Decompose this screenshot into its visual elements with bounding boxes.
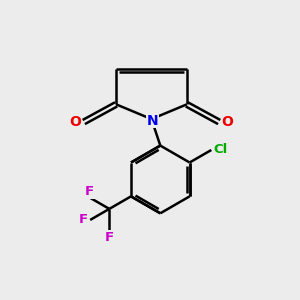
Text: Cl: Cl xyxy=(213,143,227,157)
Text: O: O xyxy=(70,115,81,129)
Text: F: F xyxy=(78,213,87,226)
Text: F: F xyxy=(105,231,114,244)
Text: N: N xyxy=(147,114,159,128)
Text: O: O xyxy=(221,115,233,129)
Text: F: F xyxy=(85,185,94,199)
